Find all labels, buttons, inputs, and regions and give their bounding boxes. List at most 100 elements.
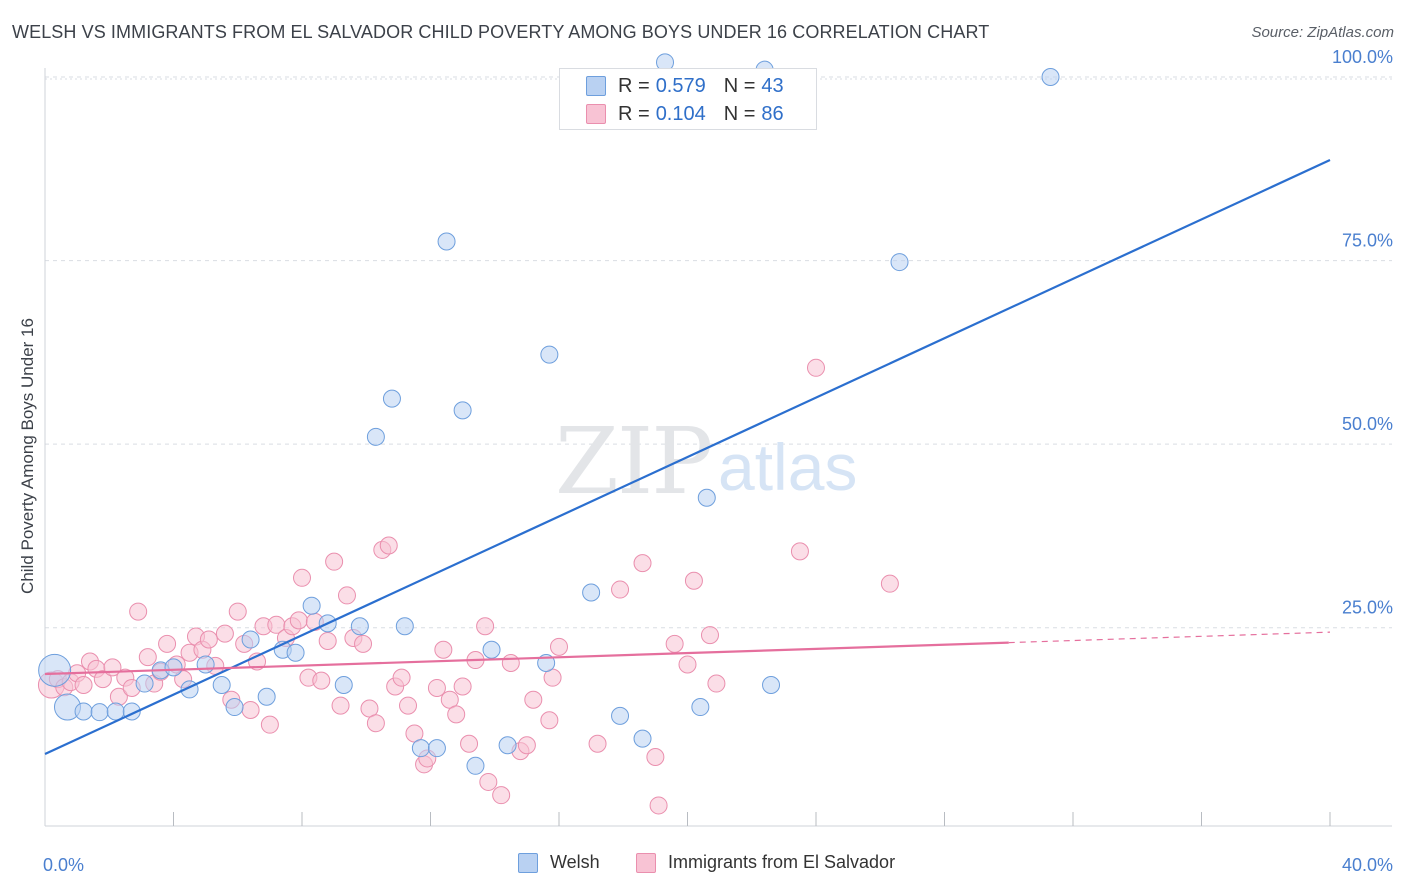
salvador-point [158,634,177,653]
welsh-point [633,729,652,748]
legend-r-value: 0.579 [655,74,706,97]
welsh-point [466,756,485,775]
legend-row-salvador: R = 0.104 N = 86 [586,102,784,126]
salvador-point [678,655,697,674]
welsh-point [395,617,414,636]
welsh-point [302,596,321,615]
legend-swatch-welsh [586,76,606,96]
salvador-trend-extension [1008,631,1331,644]
salvador-point [260,715,279,734]
tick-labels: 25.0% 50.0% 75.0% 100.0% 0.0% 40.0% [43,47,1393,875]
watermark-atlas: atlas [718,430,857,504]
salvador-point [228,602,247,621]
welsh-point [212,676,231,695]
salvador-point [611,580,630,599]
trend-lines [44,159,1331,756]
salvador-point [447,705,466,724]
welsh-point [164,658,183,677]
salvador-point [684,571,703,590]
salvador-point [129,602,148,621]
x-tick-label: 0.0% [43,855,84,875]
salvador-point [550,637,568,656]
salvador-point [540,711,559,730]
legend-r-value: 0.104 [655,102,706,125]
y-tick-label: 25.0% [1342,598,1393,618]
salvador-point [434,640,453,659]
legend-n-value: 86 [761,102,784,125]
welsh-point [225,698,244,717]
salvador-point [331,696,350,715]
salvador-point [700,626,719,645]
salvador-point [312,671,331,690]
salvador-point [633,554,652,573]
welsh-point [74,702,93,721]
series-legend: Welsh Immigrants from El Salvador [0,852,1406,878]
source-label: Source: ZipAtlas.com [1251,24,1394,41]
welsh-point [241,630,260,649]
salvador-point [199,630,218,649]
welsh-point [90,703,109,722]
chart-title: WELSH VS IMMIGRANTS FROM EL SALVADOR CHI… [12,22,990,42]
salvador-point [649,796,668,815]
welsh-point [482,640,501,659]
legend-item-salvador[interactable]: Immigrants from El Salvador [636,852,895,873]
legend-label-salvador: Immigrants from El Salvador [668,852,896,872]
salvador-point [215,624,234,643]
salvador-point [880,574,899,593]
welsh-point [427,739,446,758]
salvador-point [293,568,311,587]
welsh-trend-line [44,159,1331,756]
salvador-point [707,674,726,693]
welsh-point [366,427,385,446]
salvador-point [501,653,520,672]
x-tick-label: 40.0% [1342,855,1393,875]
salvador-point [399,696,418,715]
salvador-trend-line [44,641,1009,676]
welsh-point [286,643,305,662]
salvador-point [665,634,684,653]
legend-label-welsh: Welsh [550,852,600,872]
salvador-point [379,536,398,555]
legend-n-label: N = [723,102,756,125]
welsh-point [350,617,369,636]
salvador-point [588,734,607,753]
legend-n-label: N = [723,74,756,97]
legend-swatch-salvador [636,852,656,873]
welsh-point [334,676,353,695]
legend-r-label: R = [618,74,650,97]
welsh-point [697,488,716,507]
welsh-point [38,653,72,687]
welsh-point [135,674,154,693]
axes [44,68,1392,827]
welsh-points [38,53,1060,775]
salvador-point [646,747,665,766]
welsh-point [611,706,630,725]
salvador-point [241,700,260,719]
watermark-zip: ZIP [555,408,711,515]
salvador-point [427,678,446,697]
welsh-point [691,698,710,717]
legend-swatch-welsh [518,852,538,873]
welsh-point [382,389,401,408]
grid-lines [45,76,1392,629]
welsh-point [1041,68,1060,87]
salvador-point [392,668,411,687]
welsh-point [257,687,276,706]
salvador-point [476,617,495,636]
correlation-legend: R = 0.579 N = 43 R = 0.104 N = 86 [559,68,817,130]
salvador-point [807,358,825,377]
welsh-point [106,702,125,721]
salvador-point [337,586,356,605]
welsh-point [890,253,909,272]
y-tick-label: 100.0% [1332,47,1393,67]
salvador-point [325,552,344,571]
legend-row-welsh: R = 0.579 N = 43 [586,74,784,98]
y-tick-label: 75.0% [1342,231,1393,251]
legend-swatch-salvador [586,104,606,124]
salvador-point [517,736,536,755]
salvador-point [318,631,337,650]
legend-n-value: 43 [761,74,784,97]
salvador-points [37,358,899,815]
legend-item-welsh[interactable]: Welsh [518,852,600,873]
